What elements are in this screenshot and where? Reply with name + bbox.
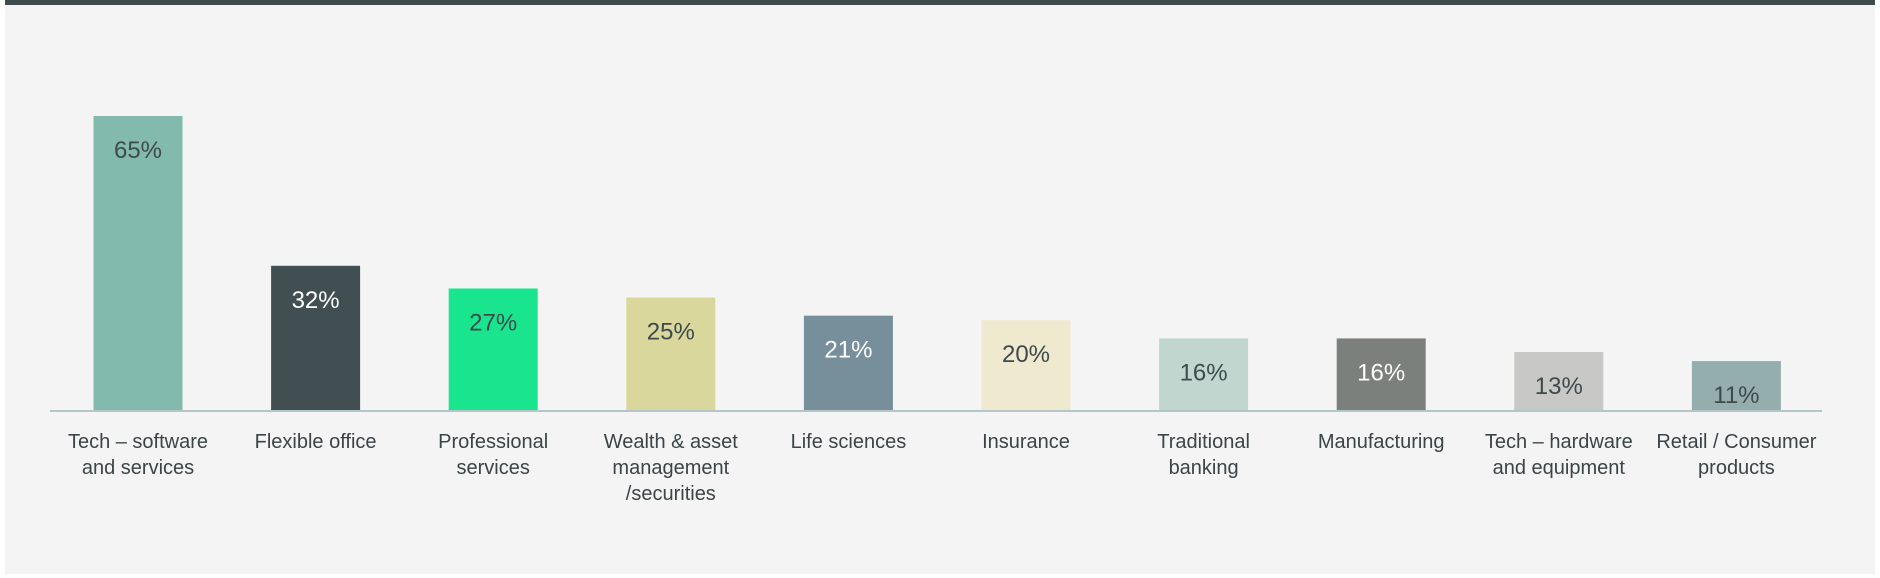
category-label: Flexible office — [255, 431, 377, 453]
bar — [271, 265, 361, 411]
bar — [1691, 361, 1781, 411]
bar-value-label: 65% — [114, 137, 162, 164]
bar — [448, 288, 538, 411]
category-label: Manufacturing — [1318, 431, 1445, 453]
category-label: Tech – software and services — [68, 431, 208, 479]
category-label: Wealth & asset management/securities — [604, 431, 739, 505]
bar — [1159, 338, 1249, 411]
bar — [981, 320, 1071, 411]
bar-value-label: 13% — [1535, 373, 1583, 400]
bar — [93, 116, 183, 411]
category-label: Retail / Consumer products — [1656, 431, 1816, 479]
bar — [1336, 338, 1426, 411]
bar-value-label: 16% — [1180, 359, 1228, 386]
category-label: Life sciences — [791, 431, 907, 453]
category-label: Traditional banking — [1157, 431, 1250, 479]
bar — [803, 315, 893, 411]
bar — [626, 297, 716, 411]
bar-value-label: 27% — [469, 310, 517, 337]
category-label: Insurance — [982, 431, 1070, 453]
bar-value-label: 11% — [1713, 382, 1759, 409]
bar-value-label: 21% — [824, 337, 872, 364]
category-label: Professional services — [438, 431, 548, 479]
bar — [1514, 352, 1604, 411]
bar-value-label: 25% — [647, 319, 695, 346]
bar-value-label: 20% — [1002, 341, 1050, 368]
bar-value-label: 16% — [1357, 359, 1405, 386]
category-labels-group: Tech – software and services Flexible offi… — [68, 431, 1817, 505]
bar-value-label: 32% — [292, 287, 340, 314]
category-label: Tech – hardware and equipment — [1485, 431, 1633, 479]
bars-group: 65% 32% 27% 25% 21% 20% 16% 16% 13% 11% — [93, 116, 1781, 411]
